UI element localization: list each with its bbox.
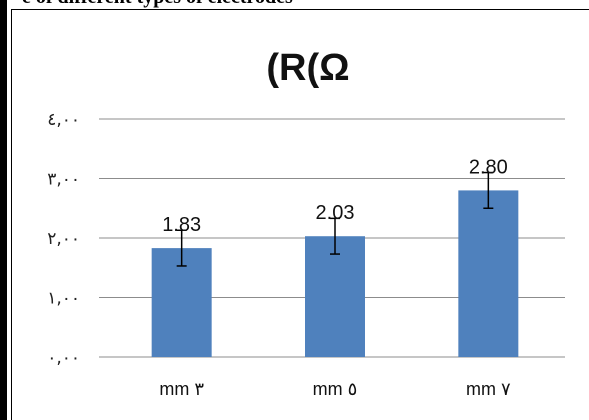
category-label: mm ٥ [313, 379, 358, 399]
bar [305, 236, 365, 357]
error-bars [176, 171, 494, 267]
data-label: 2.80 [469, 156, 508, 178]
y-tick-label: ٠,٠٠ [47, 348, 80, 368]
bars [151, 190, 519, 357]
left-border-bar [0, 0, 7, 420]
y-tick-label: ٤,٠٠ [47, 110, 80, 130]
category-label: mm ٧ [466, 379, 511, 399]
y-tick-label: ٣,٠٠ [47, 170, 80, 190]
bar [458, 190, 519, 357]
top-caption: e of different types of electrodes [22, 0, 293, 9]
y-axis-ticks: ٠,٠٠ ١,٠٠ ٢,٠٠ ٣,٠٠ ٤,٠٠ [47, 110, 80, 368]
chart-title: (R(Ω [266, 47, 349, 89]
x-axis-categories: mm ٣ mm ٥ mm ٧ [159, 379, 511, 399]
data-label: 2.03 [316, 202, 355, 224]
data-label: 1.83 [162, 214, 201, 236]
data-labels: 1.83 2.03 2.80 [162, 156, 508, 236]
y-tick-label: ٢,٠٠ [47, 229, 80, 249]
category-label: mm ٣ [159, 379, 204, 399]
chart-frame [11, 9, 589, 420]
y-tick-label: ١,٠٠ [47, 289, 80, 309]
